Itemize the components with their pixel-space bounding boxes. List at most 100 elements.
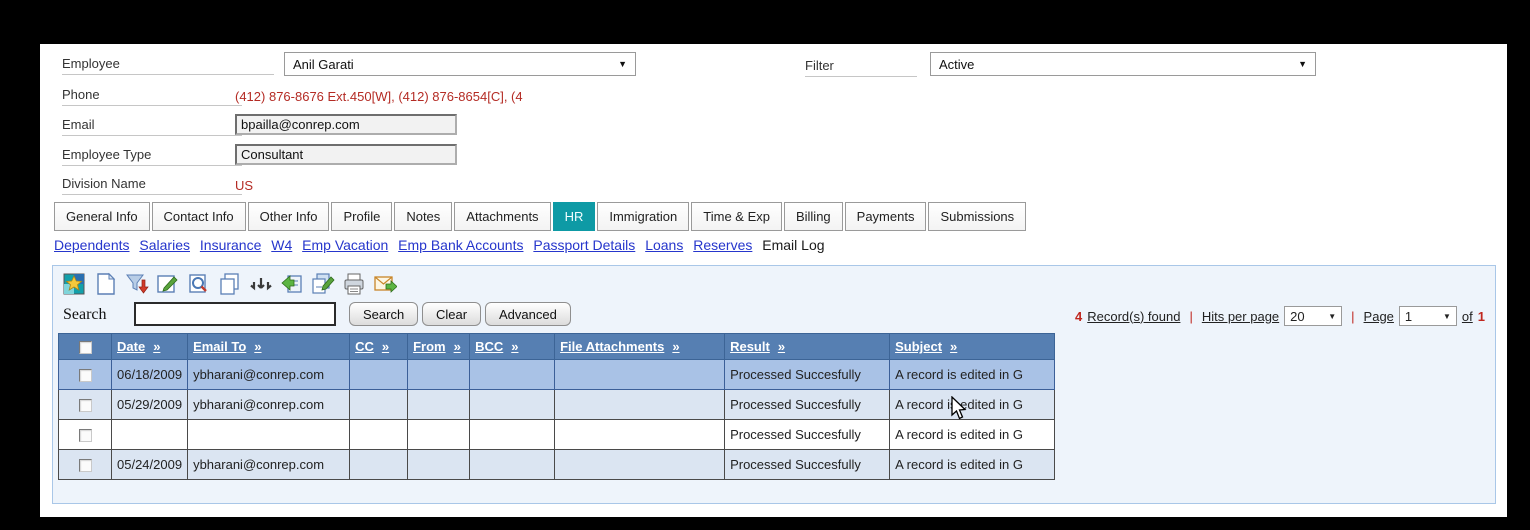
cell-bcc — [469, 449, 556, 480]
table-row[interactable]: Processed Succesfully A record is edited… — [58, 419, 1056, 450]
tab-payments[interactable]: Payments — [844, 202, 927, 231]
employee-type-field[interactable] — [235, 144, 457, 165]
chevron-down-icon: ▼ — [1443, 311, 1451, 321]
table-row[interactable]: 06/18/2009 ybharani@conrep.com Processed… — [58, 359, 1056, 390]
filter-export-icon[interactable] — [124, 271, 150, 297]
sublink-insurance[interactable]: Insurance — [199, 237, 262, 253]
sublink-salaries[interactable]: Salaries — [139, 237, 190, 253]
sort-icon: » — [453, 339, 461, 354]
row-checkbox[interactable] — [78, 369, 92, 383]
division-name-label: Division Name — [62, 176, 242, 195]
tab-time-exp[interactable]: Time & Exp — [691, 202, 782, 231]
column-header-file-attachments[interactable]: File Attachments» — [554, 333, 726, 360]
cell-file-attachments — [554, 449, 726, 480]
tab-general-info[interactable]: General Info — [54, 202, 150, 231]
table-row[interactable]: 05/29/2009 ybharani@conrep.com Processed… — [58, 389, 1056, 420]
search-input[interactable] — [134, 302, 336, 326]
sort-icon: » — [950, 339, 958, 354]
column-header-cc[interactable]: CC» — [349, 333, 409, 360]
tab-contact-info[interactable]: Contact Info — [151, 202, 246, 231]
cell-result: Processed Succesfully — [724, 359, 891, 390]
column-header-subject[interactable]: Subject» — [889, 333, 1056, 360]
cell-file-attachments — [554, 359, 726, 390]
tab-notes[interactable]: Notes — [394, 202, 453, 231]
cell-from — [407, 389, 471, 420]
cell-date: 05/29/2009 — [110, 389, 189, 420]
tab-submissions[interactable]: Submissions — [928, 202, 1027, 231]
sublink-passport-details[interactable]: Passport Details — [533, 237, 636, 253]
sublink-w4[interactable]: W4 — [271, 237, 293, 253]
search-button[interactable]: Search — [349, 302, 419, 326]
sort-icon: » — [777, 339, 786, 354]
tab-billing[interactable]: Billing — [783, 202, 843, 231]
select-all-checkbox[interactable] — [78, 341, 92, 355]
row-checkbox[interactable] — [78, 459, 92, 473]
sublink-emp-vacation[interactable]: Emp Vacation — [302, 237, 389, 253]
filter-label: Filter — [805, 58, 917, 77]
tab-strip: General Info Contact Info Other Info Pro… — [54, 202, 1028, 231]
cell-subject: A record is edited in G — [889, 419, 1056, 450]
search-row: Search Search Clear Advanced — [57, 302, 1499, 328]
filter-dropdown[interactable]: Active ▼ — [930, 52, 1316, 76]
print-icon[interactable] — [341, 271, 367, 297]
cell-email-to — [187, 419, 351, 450]
preview-icon[interactable] — [186, 271, 212, 297]
separator: | — [1351, 308, 1355, 324]
dashboard-grid-star-icon[interactable] — [62, 271, 88, 297]
column-header-date[interactable]: Date» — [110, 333, 189, 360]
sublink-emp-bank-accounts[interactable]: Emp Bank Accounts — [398, 237, 524, 253]
tab-profile[interactable]: Profile — [331, 202, 393, 231]
email-field[interactable] — [235, 114, 457, 135]
new-document-icon[interactable] — [93, 271, 119, 297]
sub-navigation: Dependents Salaries Insurance W4 Emp Vac… — [54, 237, 831, 253]
import-return-icon[interactable] — [279, 271, 305, 297]
chevron-down-icon: ▼ — [1298, 59, 1307, 69]
column-header-from[interactable]: From» — [407, 333, 471, 360]
tab-other-info[interactable]: Other Info — [247, 202, 330, 231]
employee-dropdown-value: Anil Garati — [293, 56, 354, 72]
page-dropdown[interactable]: 1 ▼ — [1398, 306, 1457, 326]
copy-record-icon[interactable] — [217, 271, 243, 297]
cell-cc — [349, 449, 409, 480]
cell-from — [407, 449, 471, 480]
column-header-result[interactable]: Result» — [724, 333, 891, 360]
row-checkbox[interactable] — [78, 429, 92, 443]
tab-hr[interactable]: HR — [552, 202, 596, 231]
column-header-email-to[interactable]: Email To» — [187, 333, 351, 360]
email-label: Email — [62, 117, 242, 136]
chevron-down-icon: ▼ — [1328, 311, 1337, 321]
send-email-icon[interactable] — [372, 271, 398, 297]
employee-dropdown[interactable]: Anil Garati ▼ — [284, 52, 636, 76]
column-header-bcc[interactable]: BCC» — [469, 333, 556, 360]
cell-cc — [349, 359, 409, 390]
hits-per-page-dropdown[interactable]: 20 ▼ — [1284, 306, 1343, 326]
cell-bcc — [469, 419, 556, 450]
multi-edit-icon[interactable] — [310, 271, 336, 297]
page: Employee Anil Garati ▼ Filter Active ▼ P… — [40, 44, 1507, 517]
chevron-down-icon: ▼ — [618, 59, 627, 69]
separator: | — [1189, 308, 1193, 324]
hits-per-page-value: 20 — [1290, 308, 1305, 324]
advanced-button[interactable]: Advanced — [485, 302, 571, 326]
table-row[interactable]: 05/24/2009 ybharani@conrep.com Processed… — [58, 449, 1056, 480]
page-link[interactable]: Page — [1363, 308, 1394, 324]
of-label: of — [1461, 308, 1473, 324]
cell-cc — [349, 419, 409, 450]
sort-icon: » — [381, 339, 390, 354]
distribute-arrows-icon[interactable] — [248, 271, 274, 297]
row-checkbox[interactable] — [78, 399, 92, 413]
records-found-link[interactable]: Record(s) found — [1087, 308, 1181, 324]
record-count: 4 — [1074, 308, 1083, 324]
tab-immigration[interactable]: Immigration — [597, 202, 690, 231]
page-value: 1 — [1404, 308, 1413, 324]
sublink-loans[interactable]: Loans — [645, 237, 684, 253]
edit-record-icon[interactable] — [155, 271, 181, 297]
clear-button[interactable]: Clear — [422, 302, 482, 326]
sublink-reserves[interactable]: Reserves — [693, 237, 753, 253]
tab-attachments[interactable]: Attachments — [454, 202, 551, 231]
cell-file-attachments — [554, 419, 726, 450]
sublink-dependents[interactable]: Dependents — [54, 237, 130, 253]
hits-per-page-link[interactable]: Hits per page — [1201, 308, 1280, 324]
sublink-email-log-current: Email Log — [762, 237, 825, 253]
